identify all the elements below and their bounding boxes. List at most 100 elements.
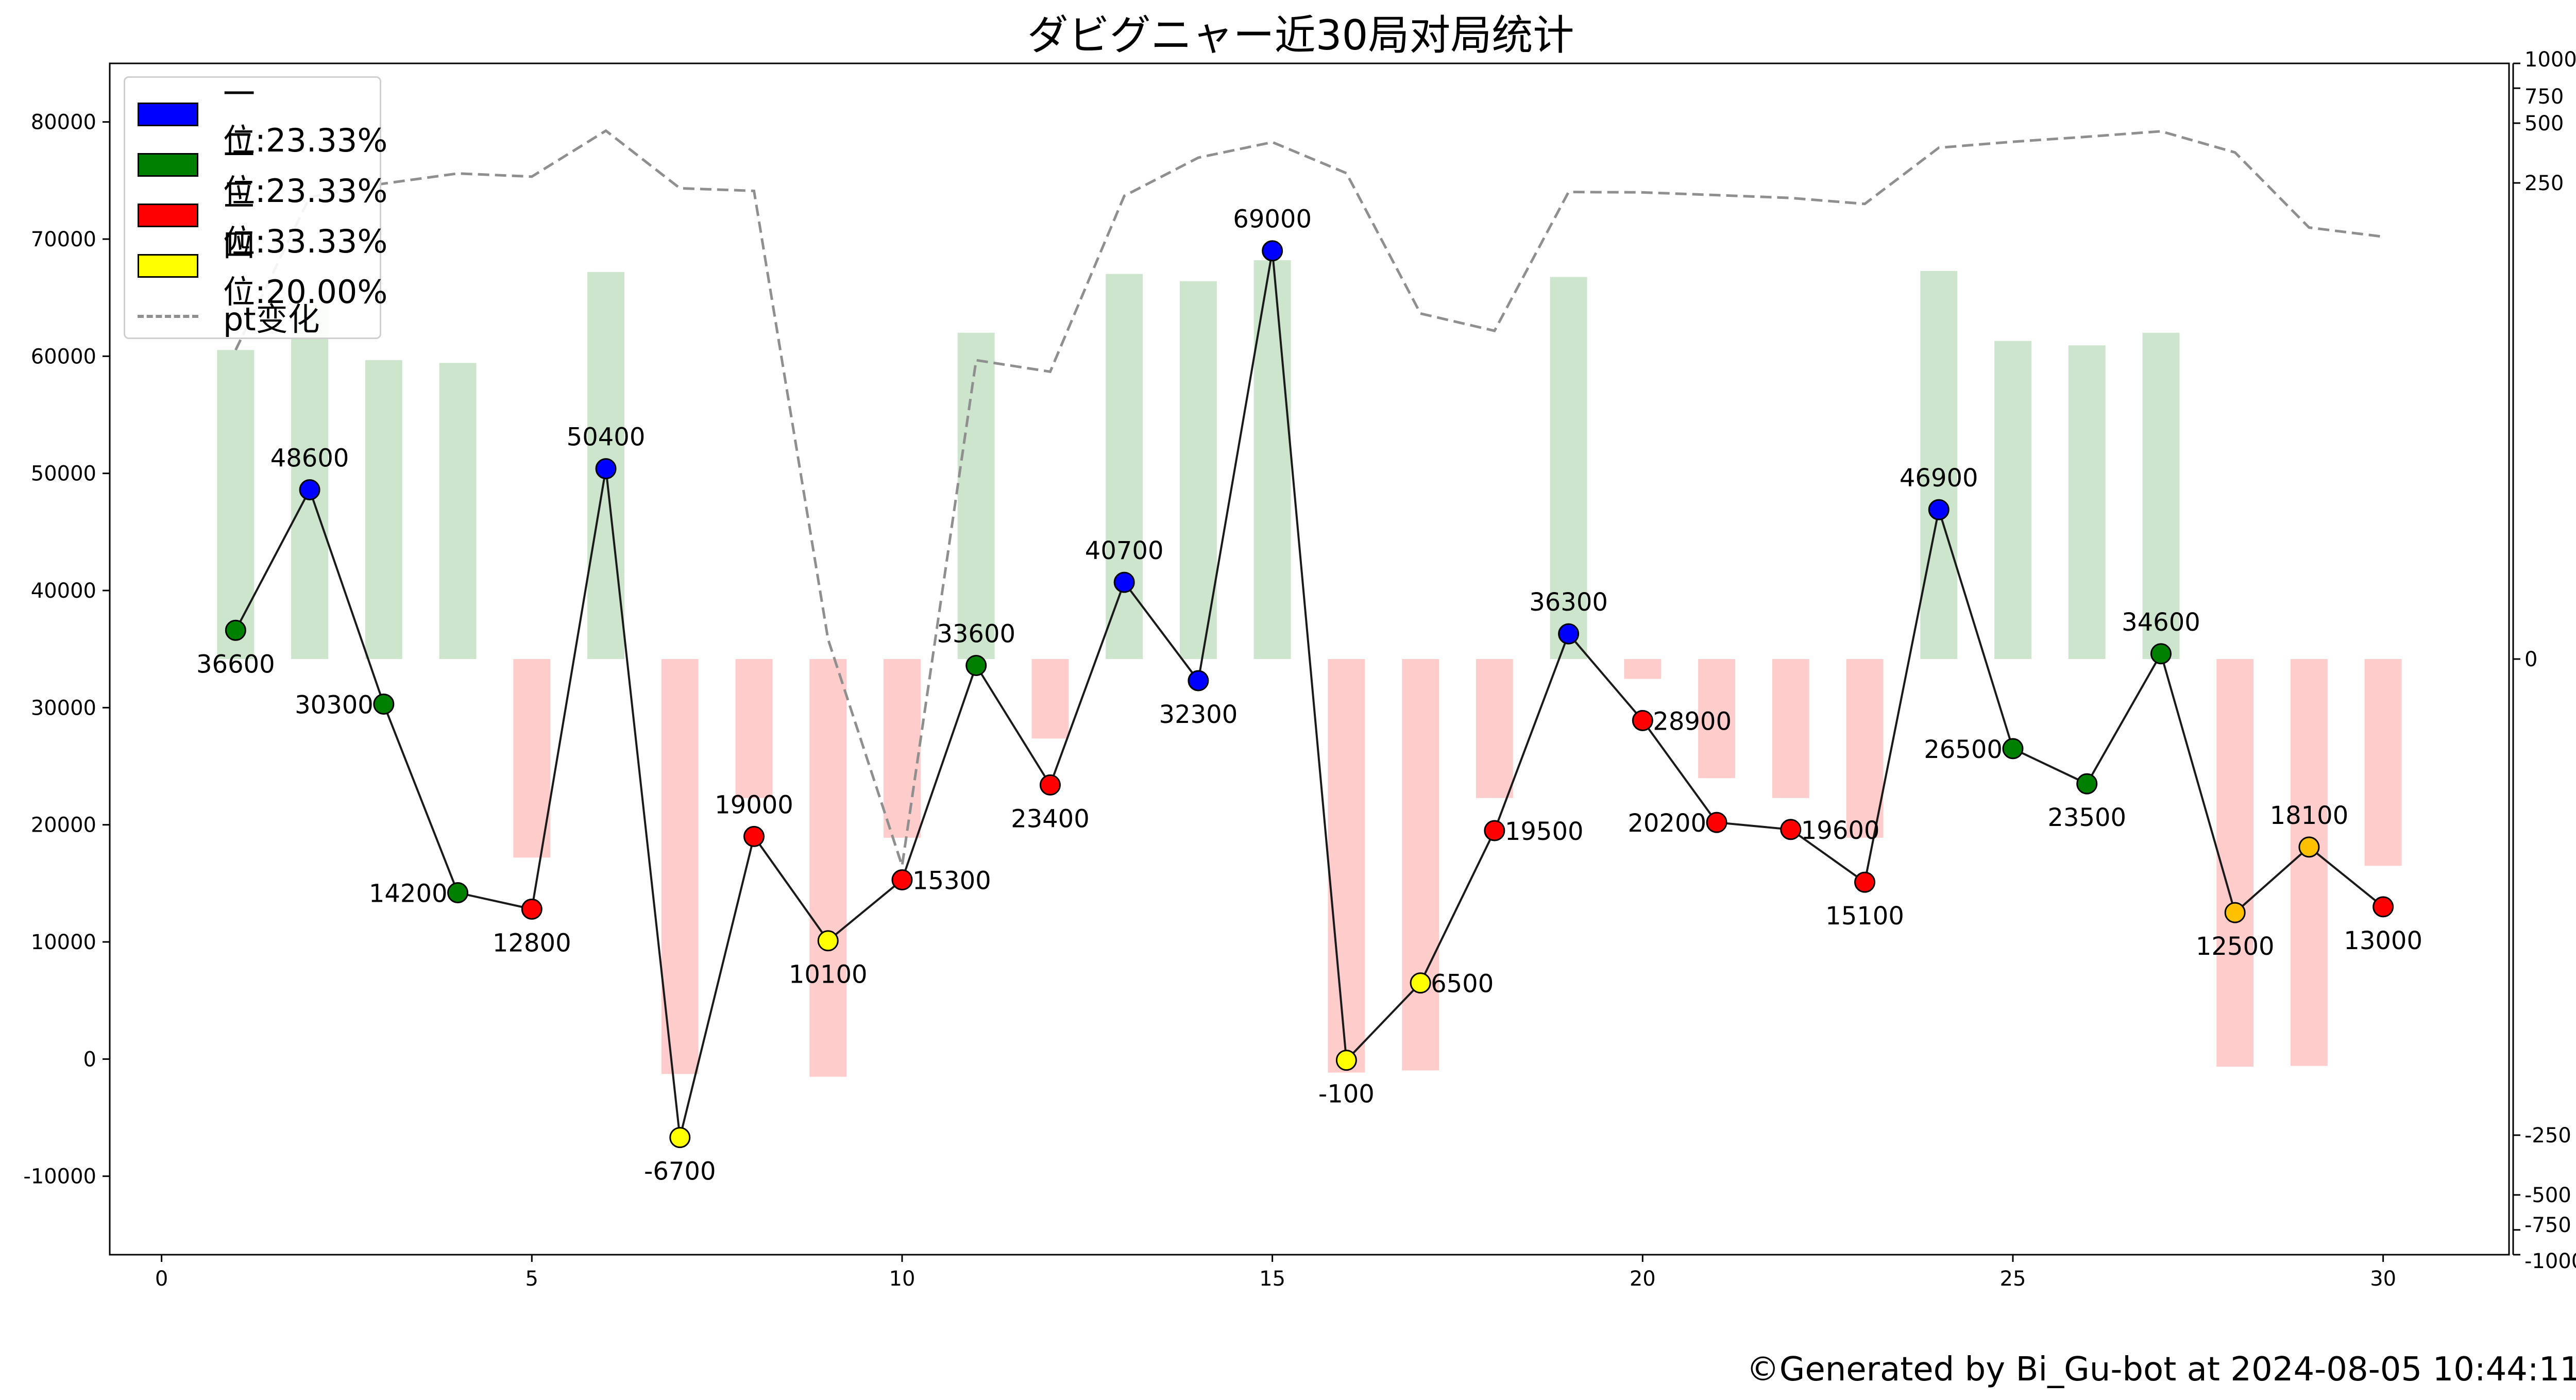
- score-label: 33600: [937, 620, 1015, 649]
- pt-change-bar: [217, 350, 255, 659]
- score-label: 32300: [1159, 700, 1238, 729]
- score-label: 23400: [1011, 804, 1090, 833]
- score-labels: 36600 48600 30300 14200 12800 50400 -6700 19000…: [196, 205, 2422, 1186]
- score-point: [1188, 670, 1209, 691]
- x-tick-label: 20: [1630, 1267, 1656, 1291]
- legend-label-third: 三位:33.33%: [223, 176, 388, 260]
- pt-change-bar: [2142, 332, 2180, 659]
- legend-swatch-second: [138, 153, 198, 177]
- score-point: [1854, 871, 1876, 893]
- pt-change-bar: [1920, 271, 1958, 659]
- y2-tick-label: -250: [2524, 1124, 2571, 1148]
- x-tick-label: 15: [1259, 1267, 1285, 1291]
- score-point: [2298, 836, 2320, 858]
- x-tick-label: 0: [155, 1267, 168, 1291]
- y-tick-label: 10000: [31, 931, 96, 954]
- x-tick-label: 30: [2370, 1267, 2396, 1291]
- score-point: [2150, 643, 2172, 665]
- pt-change-bar: [1772, 659, 1809, 798]
- score-point: [2372, 896, 2394, 918]
- y-axis-right: -1000 -750 -500 -250 0 250 500 750 1000: [2512, 48, 2576, 1273]
- pt-change-bar: [1179, 281, 1217, 659]
- pt-change-bar: [957, 332, 995, 659]
- y-tick-label: 70000: [31, 228, 96, 251]
- y-tick-label: 0: [83, 1048, 96, 1071]
- pt-change-bar: [809, 659, 847, 1077]
- score-point: [447, 882, 469, 904]
- score-label: 69000: [1233, 205, 1312, 234]
- legend-swatch-fourth: [138, 254, 198, 278]
- legend-label-fourth: 四位:20.00%: [223, 227, 388, 311]
- legend-item-third: 三位:33.33%: [138, 176, 387, 260]
- score-label: 23500: [2047, 803, 2126, 832]
- score-point: [299, 479, 320, 501]
- score-label: 15100: [1825, 902, 1904, 931]
- y-tick-label: 60000: [31, 345, 96, 368]
- score-point: [1113, 571, 1135, 593]
- score-point: [891, 869, 913, 891]
- y-tick-label: 20000: [31, 814, 96, 837]
- score-label: 14200: [369, 880, 448, 908]
- score-label: 13000: [2344, 926, 2422, 955]
- score-point: [1558, 623, 1580, 645]
- pt-change-bar: [1550, 277, 1587, 659]
- score-point: [1262, 240, 1283, 262]
- pt-line-path: [234, 129, 2383, 867]
- pt-change-bar: [1624, 659, 1662, 679]
- score-label: -6700: [644, 1157, 716, 1186]
- y2-tick-label: -750: [2524, 1213, 2571, 1237]
- pt-change-bar: [1476, 659, 1513, 798]
- score-label: 18100: [2270, 801, 2349, 830]
- pt-change-bar: [661, 659, 699, 1074]
- y-tick-label: 30000: [31, 696, 96, 720]
- x-axis: 0 5 10 15 20 25 30: [155, 1255, 2396, 1291]
- score-label: 36300: [1529, 588, 1608, 617]
- y2-tick-label: 1000: [2524, 48, 2576, 72]
- legend: 一位:23.33% 二位:23.33% 三位:33.33% 四位:20.00% …: [124, 75, 387, 339]
- pt-change-bar: [1106, 274, 1143, 659]
- pt-change-bar: [735, 659, 773, 798]
- pt-change-bar: [513, 659, 551, 858]
- score-label: 6500: [1431, 970, 1494, 999]
- score-label: 10100: [789, 960, 868, 989]
- pt-change-bar: [884, 659, 921, 838]
- y2-tick-label: 750: [2524, 85, 2564, 109]
- y2-tick-label: -500: [2524, 1184, 2571, 1207]
- score-label: 50400: [567, 423, 646, 452]
- y-tick-label: 80000: [31, 111, 96, 134]
- score-point: [1632, 710, 1653, 731]
- pt-change-bar: [365, 360, 402, 659]
- pt-change-bar: [1031, 659, 1069, 739]
- score-point: [1039, 774, 1061, 796]
- score-point: [669, 1127, 691, 1149]
- score-point: [965, 655, 987, 677]
- pt-cumulative-line: [234, 129, 2383, 867]
- legend-label-first: 一位:23.33%: [223, 75, 388, 159]
- legend-label-second: 二位:23.33%: [223, 126, 388, 210]
- score-point: [2076, 773, 2098, 795]
- generated-footer: ©Generated by Bi_Gu-bot at 2024-08-05 10…: [1746, 1351, 2576, 1389]
- y2-tick-label: 0: [2524, 648, 2537, 671]
- pt-change-bar: [1328, 659, 1365, 1073]
- score-point: [1928, 499, 1950, 520]
- score-label: 28900: [1653, 707, 1732, 736]
- score-point: [1484, 820, 1505, 841]
- legend-item-second: 二位:23.33%: [138, 126, 387, 210]
- score-label: 20200: [1628, 809, 1706, 838]
- chart-title: ダビグニャー近30局对局统计: [1027, 11, 1574, 59]
- x-tick-label: 5: [526, 1267, 538, 1291]
- score-label: 30300: [295, 691, 374, 720]
- score-point: [743, 825, 765, 847]
- pt-change-bar: [2216, 659, 2254, 1067]
- score-label: 36600: [196, 650, 275, 679]
- y-tick-label: 40000: [31, 579, 96, 603]
- score-label: 34600: [2122, 608, 2200, 637]
- score-point: [1335, 1050, 1357, 1071]
- legend-swatch-first: [138, 103, 198, 126]
- pt-change-bar: [1402, 659, 1439, 1071]
- x-tick-label: 25: [2000, 1267, 2026, 1291]
- score-label: 48600: [270, 444, 349, 473]
- plot-frame: [109, 62, 2510, 1256]
- legend-item-first: 一位:23.33%: [138, 75, 387, 159]
